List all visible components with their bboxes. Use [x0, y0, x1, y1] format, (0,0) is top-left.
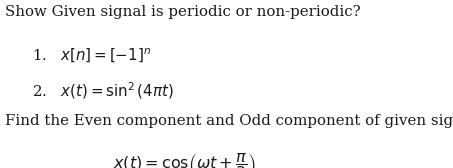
Text: 1.   $x[n] = [-1]^n$: 1. $x[n] = [-1]^n$	[32, 47, 151, 65]
Text: Show Given signal is periodic or non-periodic?: Show Given signal is periodic or non-per…	[5, 5, 361, 19]
Text: Find the Even component and Odd component of given signal.: Find the Even component and Odd componen…	[5, 114, 453, 128]
Text: 2.   $x(t) = \sin^2(4\pi t)$: 2. $x(t) = \sin^2(4\pi t)$	[32, 81, 173, 101]
Text: $x(t) = \cos\!\left(\omega t + \dfrac{\pi}{3}\right)$: $x(t) = \cos\!\left(\omega t + \dfrac{\p…	[113, 151, 256, 168]
